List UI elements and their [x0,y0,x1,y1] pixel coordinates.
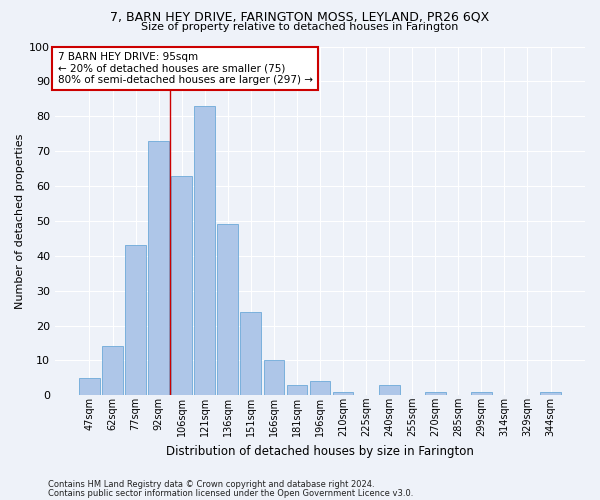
Bar [217,224,238,396]
Bar [241,312,261,396]
Bar [148,140,169,396]
Bar [263,360,284,396]
Bar [471,392,492,396]
X-axis label: Distribution of detached houses by size in Farington: Distribution of detached houses by size … [166,444,474,458]
Text: 7 BARN HEY DRIVE: 95sqm
← 20% of detached houses are smaller (75)
80% of semi-de: 7 BARN HEY DRIVE: 95sqm ← 20% of detache… [58,52,313,85]
Bar [540,392,561,396]
Bar [125,246,146,396]
Text: 7, BARN HEY DRIVE, FARINGTON MOSS, LEYLAND, PR26 6QX: 7, BARN HEY DRIVE, FARINGTON MOSS, LEYLA… [110,11,490,24]
Text: Contains public sector information licensed under the Open Government Licence v3: Contains public sector information licen… [48,488,413,498]
Bar [310,382,331,396]
Bar [172,176,192,396]
Bar [379,385,400,396]
Bar [194,106,215,396]
Text: Contains HM Land Registry data © Crown copyright and database right 2024.: Contains HM Land Registry data © Crown c… [48,480,374,489]
Bar [425,392,446,396]
Bar [79,378,100,396]
Bar [287,385,307,396]
Bar [102,346,123,396]
Y-axis label: Number of detached properties: Number of detached properties [15,133,25,308]
Text: Size of property relative to detached houses in Farington: Size of property relative to detached ho… [142,22,458,32]
Bar [332,392,353,396]
